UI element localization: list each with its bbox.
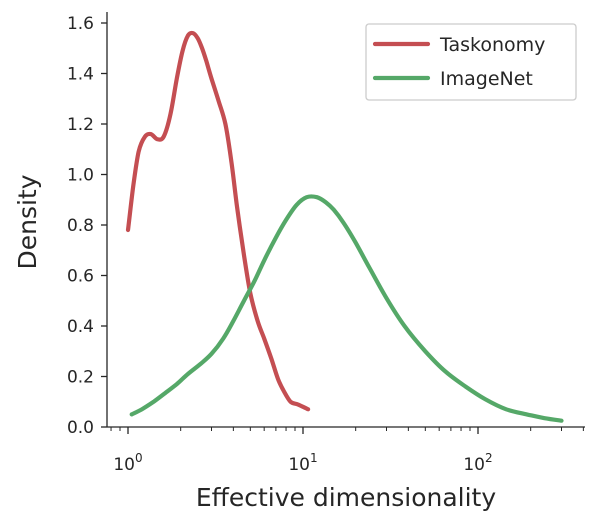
x-axis: 100 101 102 [107,426,585,475]
y-tick-label: 1.0 [67,166,94,186]
y-tick-label: 0.8 [67,216,94,236]
legend: Taskonomy ImageNet [365,23,577,101]
y-tick-label: 0.2 [67,368,94,388]
series-line-imagenet [129,194,564,423]
y-axis: 0.0 0.2 0.4 0.6 0.8 1.0 1.2 1.4 1.6 [67,12,108,438]
plot-lines [125,30,564,423]
legend-label-imagenet: ImageNet [440,68,533,90]
series-line-taskonomy [125,30,311,412]
x-tick-label: 100 [113,451,142,475]
y-tick-label: 0.4 [67,317,94,337]
legend-label-taskonomy: Taskonomy [439,34,545,56]
y-ticks: 0.0 0.2 0.4 0.6 0.8 1.0 1.2 1.4 1.6 [67,14,107,438]
x-tick-label: 101 [288,451,317,475]
x-axis-title: Effective dimensionality [196,483,497,512]
y-tick-label: 0.0 [67,418,94,438]
y-tick-label: 1.6 [67,14,94,34]
y-tick-label: 1.4 [67,65,94,85]
y-tick-label: 0.6 [67,267,94,287]
x-tick-label: 102 [463,451,492,475]
y-tick-label: 1.2 [67,115,94,135]
x-ticks: 100 101 102 [110,427,584,475]
y-axis-title: Density [13,174,42,269]
